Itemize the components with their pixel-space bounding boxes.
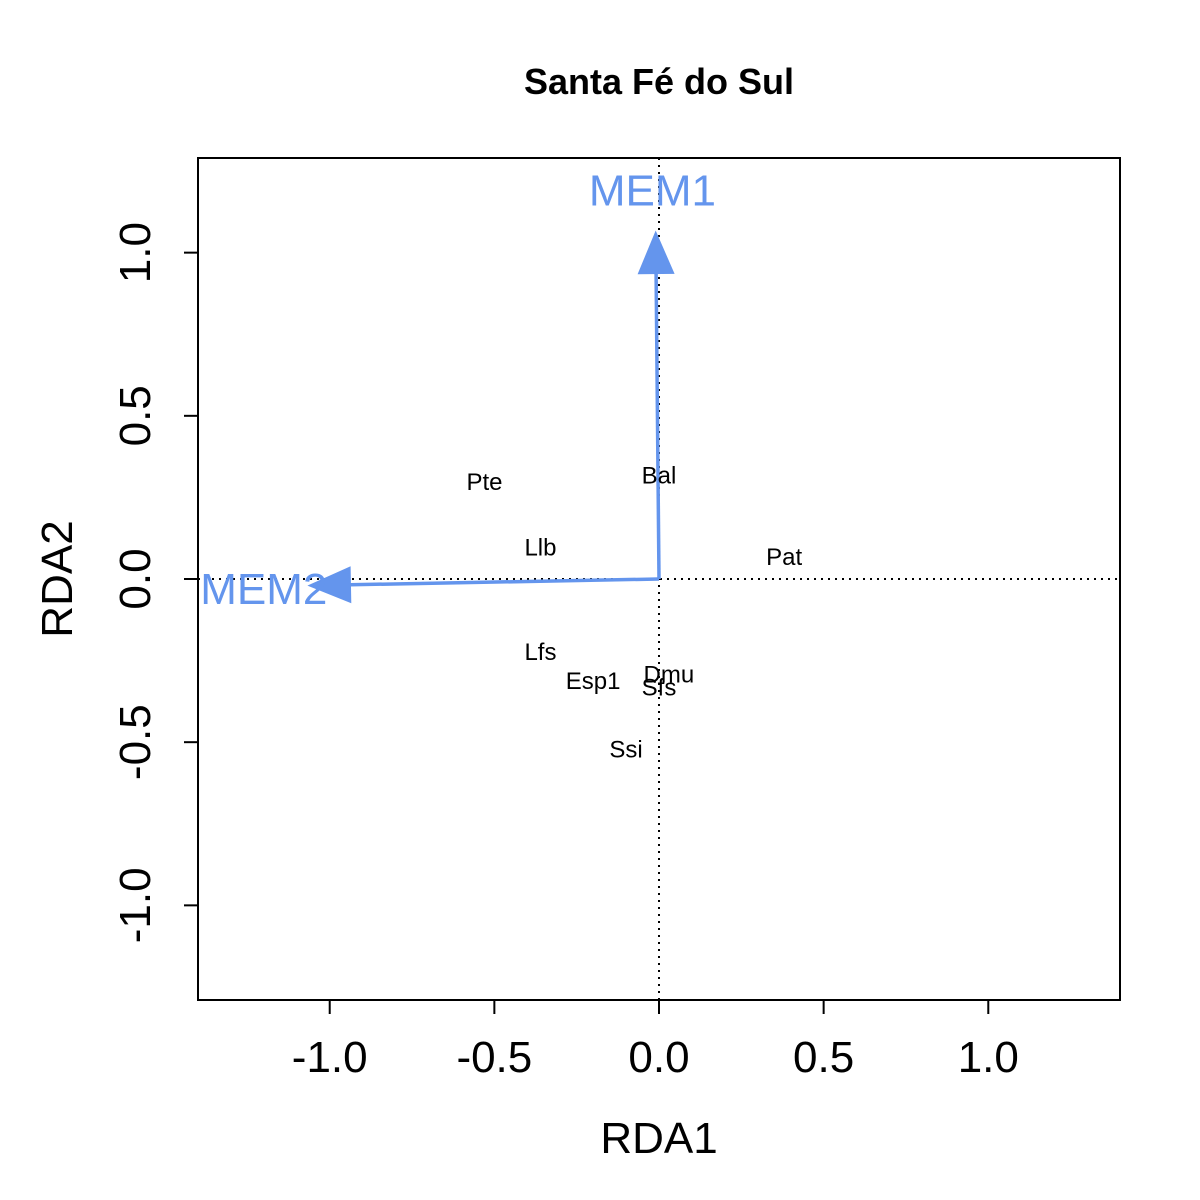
species-label-esp1: Esp1 (566, 668, 621, 695)
x-tick-label: 1.0 (958, 1033, 1019, 1082)
chart-title: Santa Fé do Sul (524, 61, 794, 102)
y-axis-label: RDA2 (33, 520, 82, 637)
species-label-pte: Pte (466, 469, 502, 496)
vector-mem1-label: MEM1 (589, 167, 716, 216)
species-label-sfs: Sfs (642, 675, 677, 702)
vector-mem2-label: MEM2 (200, 565, 327, 614)
vector-mem2-arrowhead (307, 566, 352, 604)
species-label-bal: Bal (642, 463, 677, 490)
x-tick-label: -0.5 (456, 1033, 532, 1082)
y-tick-label: 0.5 (111, 385, 160, 446)
vector-mem1-shaft (654, 273, 661, 580)
x-axis-label: RDA1 (600, 1114, 717, 1163)
environmental-vectors: MEM1 MEM2 (200, 167, 716, 614)
vector-mem1-arrowhead (637, 230, 675, 275)
species-label-dmu: Dmu (644, 662, 695, 689)
y-axis: -1.0 -0.5 0.0 0.5 1.0 (111, 222, 198, 943)
x-tick-label: 0.5 (793, 1033, 854, 1082)
x-tick-label: 0.0 (628, 1033, 689, 1082)
species-label-ssi: Ssi (609, 737, 642, 764)
y-tick-label: -0.5 (111, 704, 160, 780)
x-axis: -1.0 -0.5 0.0 0.5 1.0 (292, 1000, 1019, 1082)
y-tick-label: 0.0 (111, 548, 160, 609)
x-tick-label: -1.0 (292, 1033, 368, 1082)
species-label-lfs: Lfs (524, 639, 556, 666)
y-tick-label: 1.0 (111, 222, 160, 283)
y-tick-label: -1.0 (111, 867, 160, 943)
species-label-llb: Llb (524, 534, 556, 561)
vector-mem2-shaft (349, 577, 660, 587)
species-label-pat: Pat (766, 544, 802, 571)
